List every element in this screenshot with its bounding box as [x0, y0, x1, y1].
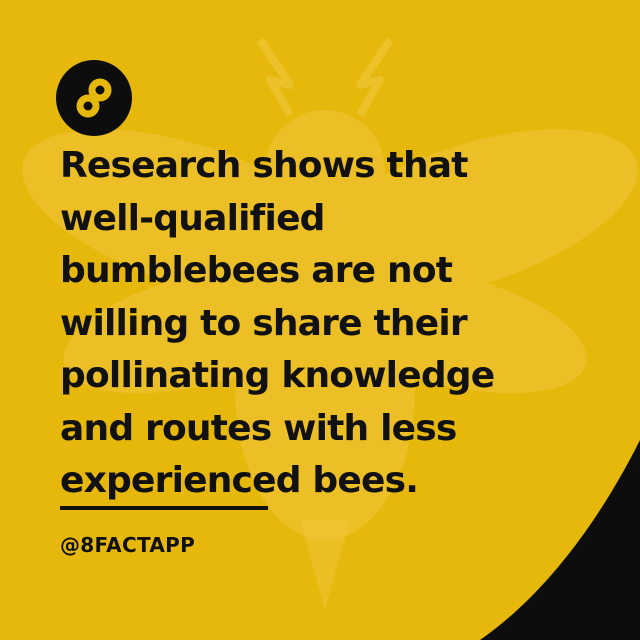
fact-line: Research shows that	[60, 145, 468, 186]
fact-line: bumblebees are not	[60, 250, 453, 291]
fact-line: willing to share their	[60, 302, 468, 344]
fact-line: pollinating knowledge	[60, 355, 495, 396]
fact-text: Research shows that well-qualified bumbl…	[60, 140, 560, 508]
infinity-eight-icon	[76, 78, 112, 118]
fact-line: experienced bees.	[60, 460, 419, 501]
divider	[60, 506, 268, 510]
fact-line: well-qualified	[60, 197, 325, 239]
social-handle: @8FACTAPP	[60, 533, 196, 557]
fact-line: and routes with less	[60, 407, 457, 449]
logo	[56, 60, 132, 136]
